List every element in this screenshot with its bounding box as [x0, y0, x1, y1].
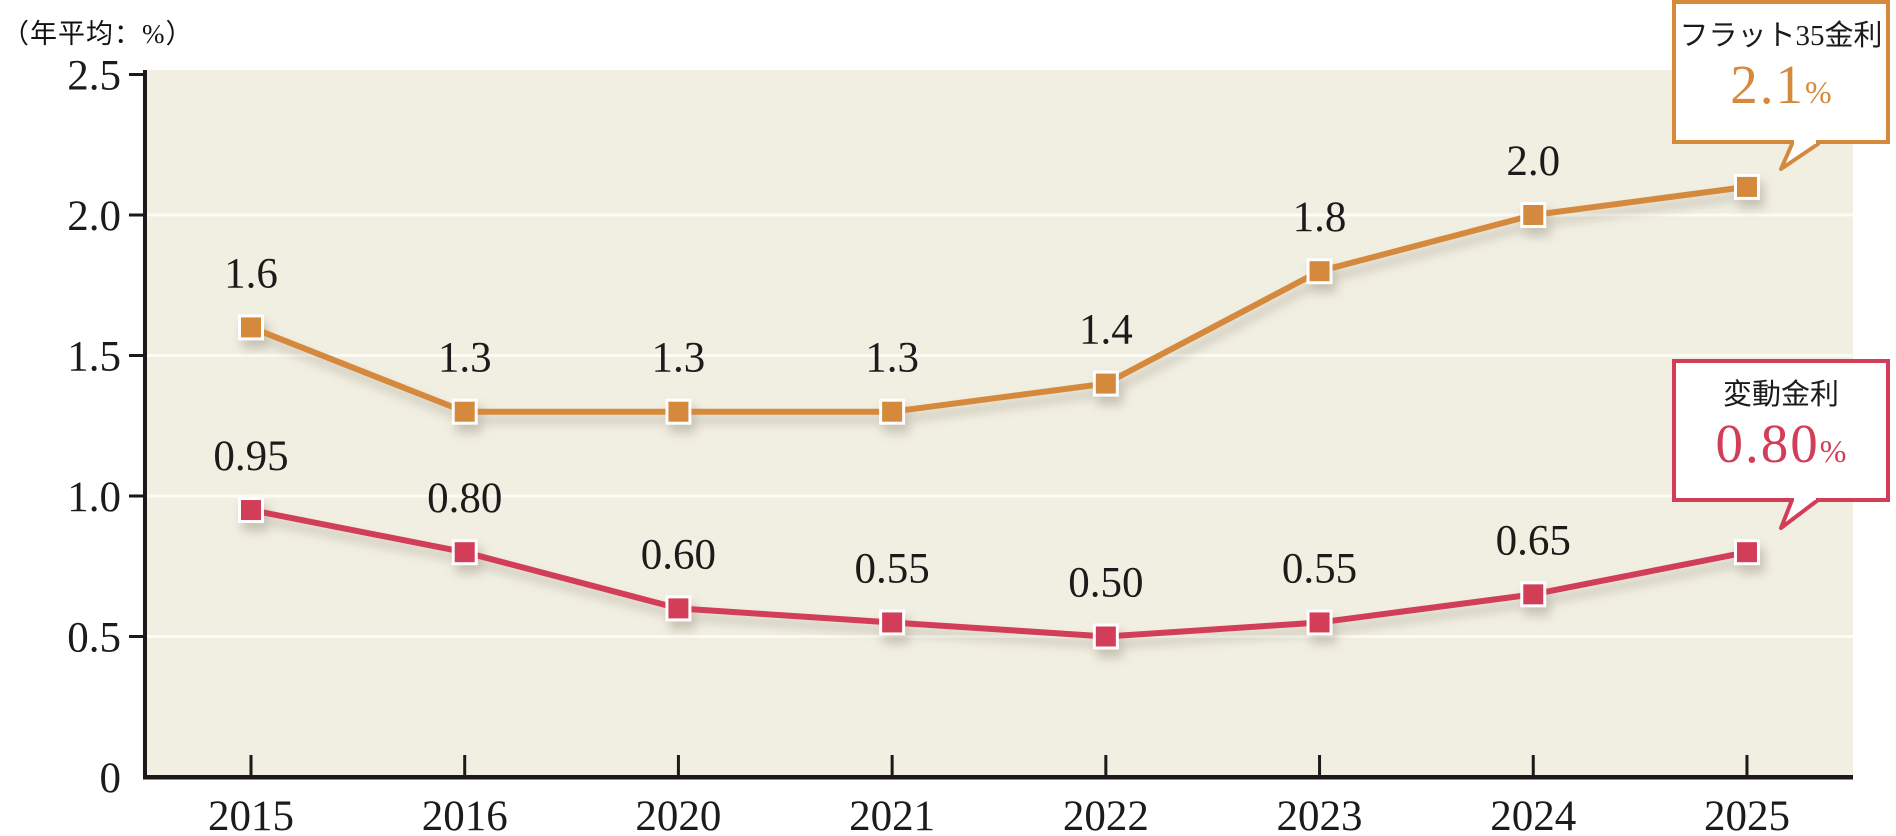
- series-0-marker: [879, 398, 906, 425]
- callout-flat35: フラット35金利 2.1%: [1672, 0, 1890, 171]
- svg-text:2024: 2024: [1490, 793, 1576, 836]
- svg-text:1.0: 1.0: [67, 474, 121, 521]
- svg-text:2015: 2015: [208, 793, 294, 836]
- callout-hendou: 変動金利 0.80%: [1672, 359, 1890, 530]
- svg-text:2.5: 2.5: [67, 53, 121, 100]
- svg-text:1.3: 1.3: [865, 335, 919, 382]
- svg-text:2020: 2020: [635, 793, 721, 836]
- series-1-marker: [879, 609, 906, 636]
- svg-text:2.0: 2.0: [67, 193, 121, 240]
- svg-text:0: 0: [100, 755, 122, 802]
- series-0-marker: [238, 314, 264, 341]
- y-tick-labels: 0 0.5 1.0 1.5 2.0 2.5: [67, 53, 121, 803]
- series-0-marker: [1092, 370, 1119, 397]
- x-tick-labels: 2015 2016 2020 2021 2022 2023 2024 2025: [208, 793, 1790, 836]
- series-0-marker: [1306, 258, 1333, 285]
- callout-flat35-label: フラット35金利: [1679, 20, 1883, 52]
- series-0-marker: [665, 398, 692, 425]
- svg-text:1.6: 1.6: [224, 250, 278, 297]
- callout-flat35-unit: %: [1805, 74, 1832, 110]
- svg-text:1.4: 1.4: [1079, 307, 1133, 354]
- svg-text:2016: 2016: [422, 793, 508, 836]
- axes: [143, 70, 1853, 780]
- series-1-marker: [665, 595, 692, 622]
- series-1-line: [238, 497, 1760, 650]
- series-1-marker: [1733, 539, 1760, 566]
- svg-text:1.5: 1.5: [67, 334, 121, 381]
- series-0-line: [238, 173, 1760, 425]
- svg-text:0.65: 0.65: [1496, 517, 1571, 564]
- callout-hendou-label: 変動金利: [1722, 379, 1839, 411]
- series-1-marker: [451, 539, 478, 566]
- y-axis-unit-label: （年平均：%）: [2, 19, 194, 49]
- svg-text:2023: 2023: [1277, 793, 1363, 836]
- series-1-marker: [238, 497, 264, 524]
- callout-hendou-tail: [1779, 494, 1820, 530]
- svg-text:0.95: 0.95: [213, 433, 288, 480]
- svg-text:0.50: 0.50: [1068, 560, 1143, 607]
- series-0-marker: [1733, 173, 1760, 200]
- x-ticks: [249, 755, 1749, 775]
- svg-text:0.55: 0.55: [855, 545, 930, 592]
- svg-text:2022: 2022: [1063, 793, 1149, 836]
- callout-hendou-number: 0.80: [1715, 413, 1820, 474]
- callout-flat35-value: 2.1%: [1676, 56, 1886, 121]
- callout-hendou-value: 0.80%: [1676, 415, 1886, 480]
- svg-text:2021: 2021: [849, 793, 935, 836]
- callout-hendou-unit: %: [1819, 433, 1847, 469]
- svg-text:0.5: 0.5: [67, 615, 121, 662]
- series-1-marker: [1306, 609, 1333, 636]
- svg-text:0.55: 0.55: [1282, 545, 1357, 592]
- svg-text:2.0: 2.0: [1506, 138, 1560, 185]
- callout-flat35-tail: [1779, 138, 1820, 171]
- value-labels: 1.6 1.3 1.3 1.3 1.4 1.8 2.0 0.95 0.80 0.60 0.55 0.5…: [213, 138, 1571, 607]
- y-ticks: [129, 73, 143, 638]
- series-1-marker: [1092, 623, 1119, 650]
- plot-area: [147, 70, 1853, 775]
- callout-flat35-number: 2.1: [1730, 54, 1806, 115]
- svg-text:1.8: 1.8: [1293, 194, 1347, 241]
- svg-text:0.80: 0.80: [427, 475, 502, 522]
- series-0-marker: [451, 398, 478, 425]
- series-1-marker: [1520, 581, 1547, 608]
- svg-text:2025: 2025: [1704, 793, 1790, 836]
- svg-text:1.3: 1.3: [438, 335, 492, 382]
- gridlines: [147, 213, 1853, 638]
- series-0-marker: [1520, 202, 1547, 228]
- svg-text:1.3: 1.3: [652, 335, 706, 382]
- svg-text:0.60: 0.60: [641, 531, 716, 578]
